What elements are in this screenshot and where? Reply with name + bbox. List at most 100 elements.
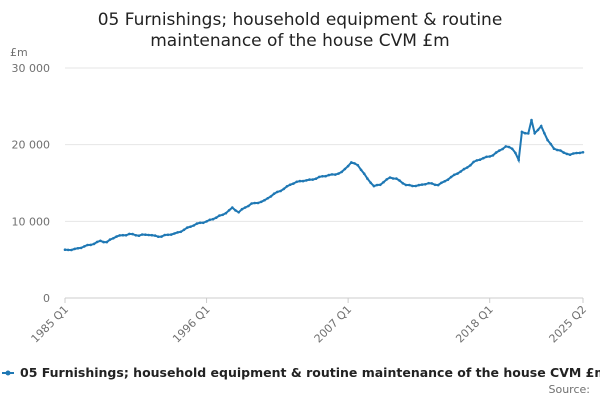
- data-point: [205, 220, 208, 223]
- series-layer: [63, 118, 585, 252]
- data-point: [449, 175, 453, 179]
- data-point: [99, 239, 102, 243]
- data-point: [66, 248, 70, 252]
- data-point: [433, 183, 437, 187]
- data-point: [398, 179, 401, 182]
- data-point: [552, 147, 556, 150]
- data-point: [224, 211, 228, 215]
- data-point: [227, 209, 231, 212]
- y-tick-label: 0: [43, 292, 50, 305]
- data-point: [272, 192, 276, 195]
- data-point: [436, 183, 440, 187]
- data-point: [539, 124, 543, 128]
- data-point: [350, 161, 353, 164]
- data-point: [430, 182, 434, 185]
- data-point: [137, 234, 141, 237]
- data-point: [366, 177, 369, 180]
- data-point: [276, 190, 279, 194]
- data-point: [208, 218, 212, 222]
- data-point: [105, 240, 109, 244]
- y-tick-label: 30 000: [12, 62, 51, 75]
- data-point: [372, 184, 376, 188]
- data-point: [494, 151, 498, 154]
- x-axis: 1985 Q1 1996 Q1 2007 Q1 2018 Q1 2025 Q2: [29, 297, 589, 346]
- data-point: [581, 151, 585, 154]
- data-point: [385, 178, 389, 181]
- data-point: [424, 183, 427, 186]
- data-point: [469, 164, 472, 167]
- data-point: [202, 221, 205, 225]
- data-point: [478, 158, 482, 161]
- data-point: [73, 247, 76, 251]
- data-point: [356, 163, 360, 167]
- data-point: [491, 154, 495, 157]
- y-axis-unit: £m: [10, 46, 28, 59]
- data-point: [321, 175, 324, 178]
- data-point: [89, 243, 92, 247]
- data-point: [488, 155, 492, 158]
- data-point: [465, 166, 469, 169]
- legend[interactable]: 05 Furnishings; household equipment & ro…: [2, 365, 600, 380]
- data-point: [214, 216, 218, 219]
- data-point: [234, 209, 237, 212]
- data-point: [112, 237, 115, 240]
- data-point: [340, 170, 344, 174]
- data-point: [269, 195, 273, 198]
- data-point: [308, 178, 311, 181]
- legend-label: 05 Furnishings; household equipment & ro…: [20, 365, 600, 380]
- data-point: [462, 167, 466, 171]
- data-point: [514, 151, 517, 155]
- data-point: [501, 147, 504, 151]
- data-point: [382, 180, 385, 184]
- data-point: [166, 233, 170, 237]
- data-point: [147, 233, 150, 237]
- data-point: [482, 156, 485, 160]
- data-point: [250, 202, 253, 205]
- data-point: [198, 221, 202, 225]
- data-point: [533, 131, 536, 135]
- data-point: [391, 177, 395, 180]
- data-point: [253, 201, 257, 205]
- data-point: [237, 211, 240, 214]
- data-point: [231, 206, 234, 209]
- data-point: [211, 217, 215, 221]
- data-point: [63, 248, 67, 251]
- data-point: [179, 230, 183, 234]
- data-point: [346, 164, 350, 168]
- data-point: [568, 153, 572, 156]
- data-point: [388, 176, 392, 179]
- data-point: [176, 231, 179, 234]
- data-point: [131, 232, 134, 236]
- data-point: [83, 245, 86, 248]
- data-point: [189, 225, 192, 228]
- data-point: [472, 160, 475, 164]
- data-point: [562, 151, 565, 154]
- data-point: [446, 178, 450, 181]
- data-point: [343, 167, 347, 171]
- source-label: Source:: [549, 383, 591, 396]
- data-point: [92, 242, 96, 246]
- data-point: [565, 152, 569, 156]
- y-tick-label: 10 000: [12, 215, 51, 228]
- data-point: [221, 213, 224, 217]
- data-point: [411, 184, 414, 188]
- data-point: [121, 233, 125, 237]
- data-point: [379, 183, 382, 187]
- x-tick-label: 1996 Q1: [170, 303, 213, 346]
- data-point: [417, 183, 421, 187]
- data-point: [95, 240, 99, 244]
- data-point: [115, 235, 118, 238]
- data-point: [324, 174, 327, 178]
- data-point: [475, 159, 479, 162]
- data-point: [440, 181, 443, 185]
- data-point: [140, 233, 144, 236]
- data-point: [243, 206, 247, 209]
- data-point: [543, 132, 546, 135]
- data-point: [527, 132, 530, 135]
- x-tick-label: 1985 Q1: [29, 303, 72, 346]
- data-point: [427, 181, 430, 185]
- data-point: [76, 247, 80, 250]
- data-point: [414, 184, 418, 188]
- data-point: [128, 232, 131, 236]
